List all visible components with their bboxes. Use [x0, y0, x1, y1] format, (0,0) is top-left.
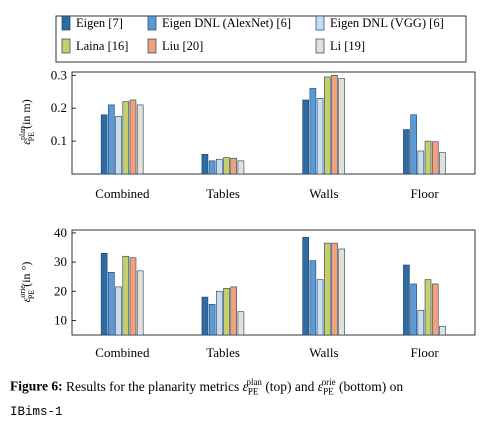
bar	[122, 101, 130, 175]
y-tick-label: 30	[54, 254, 67, 269]
legend-frame	[55, 15, 467, 63]
bar	[216, 290, 223, 336]
bar	[129, 99, 137, 175]
legend-swatch	[147, 38, 157, 54]
y-tick-label: 10	[54, 312, 67, 327]
bar	[129, 257, 137, 336]
caption-text: Results for the planarity metrics εPEpla…	[66, 377, 404, 397]
figure-caption: Figure 6: Results for the planarity metr…	[10, 373, 485, 422]
bottom-plot-frame	[71, 229, 476, 336]
bar	[403, 129, 410, 175]
bar	[108, 104, 115, 175]
bar	[136, 104, 144, 175]
top-plot-frame	[71, 71, 476, 175]
bar	[237, 311, 245, 336]
legend-swatch	[315, 38, 325, 54]
bar	[208, 304, 216, 336]
category-label: Floor	[411, 345, 440, 360]
top-bar-chart: εplanPE (in m) 0.1 0.2 0.3 Combined Tables Wa…	[18, 67, 476, 201]
legend-label: Li [19]	[330, 39, 365, 53]
bar	[410, 283, 417, 336]
caption-label: Figure 6:	[10, 378, 63, 394]
category-label: Tables	[206, 186, 240, 201]
bar	[323, 242, 331, 336]
caption-dataset: IBims-1	[10, 405, 63, 420]
y-tick-label: 20	[54, 283, 67, 298]
bar	[302, 236, 309, 336]
legend-swatch	[61, 15, 71, 31]
legend-swatch	[315, 15, 325, 31]
legend-label: Liu [20]	[162, 39, 203, 53]
category-label: Floor	[411, 186, 440, 201]
bar	[424, 140, 432, 175]
y-tick-label: 40	[54, 225, 67, 240]
category-label: Tables	[206, 345, 240, 360]
category-label: Combined	[95, 186, 150, 201]
bar	[223, 288, 230, 336]
bar	[316, 98, 324, 175]
bar	[331, 242, 338, 336]
bar	[424, 279, 432, 336]
bar	[237, 160, 245, 175]
bar	[208, 160, 216, 175]
legend-swatch	[147, 15, 157, 31]
bottom-bar-chart: εoriePE (in °) 10 20 30 40 Combined Tables Wal…	[18, 225, 476, 360]
bottom-y-axis-label: εoriePE (in °)	[18, 262, 36, 303]
bar	[417, 309, 425, 336]
bar	[417, 150, 425, 175]
top-y-axis-label: εplanPE (in m)	[18, 99, 36, 145]
legend: Eigen [7] Eigen DNL (AlexNet) [6] Eigen DN…	[55, 15, 467, 63]
bar	[230, 157, 238, 175]
bar	[201, 153, 209, 175]
bar	[431, 283, 439, 336]
legend-swatch	[61, 38, 71, 54]
y-tick-label: 0.3	[51, 67, 67, 82]
bar	[439, 325, 446, 336]
bar	[201, 296, 209, 336]
bar	[410, 114, 417, 175]
bar	[439, 152, 446, 175]
legend-label: Eigen DNL (VGG) [6]	[330, 16, 444, 30]
bar	[216, 158, 223, 175]
bar	[331, 74, 338, 175]
y-tick-label: 0.1	[51, 133, 67, 148]
bar	[223, 157, 230, 175]
bar	[338, 248, 345, 336]
bar	[122, 255, 130, 336]
bar	[309, 88, 317, 175]
category-label: Walls	[309, 345, 338, 360]
bar	[136, 270, 144, 336]
legend-label: Eigen DNL (AlexNet) [6]	[162, 16, 291, 30]
bar	[338, 78, 345, 175]
bar	[100, 253, 108, 336]
bar	[323, 76, 331, 175]
category-label: Walls	[309, 186, 338, 201]
bar	[115, 286, 122, 336]
bar	[100, 114, 108, 175]
legend-label: Eigen [7]	[76, 16, 123, 30]
bar	[230, 286, 238, 336]
legend-label: Laina [16]	[76, 39, 128, 53]
y-tick-label: 0.2	[51, 100, 67, 115]
bar	[403, 264, 410, 336]
bar	[316, 279, 324, 336]
bar	[115, 116, 122, 175]
bar	[431, 141, 439, 175]
bar	[302, 99, 309, 175]
bar	[108, 271, 115, 336]
category-label: Combined	[95, 345, 150, 360]
bar	[309, 260, 317, 336]
